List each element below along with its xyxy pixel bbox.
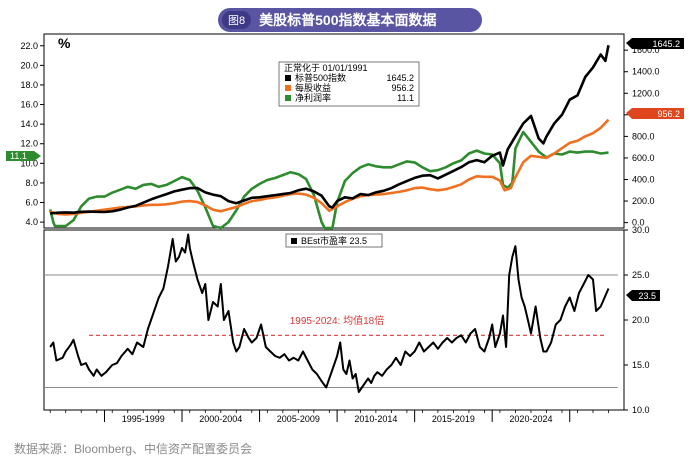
right-tick-label: 1200.0 — [632, 88, 660, 98]
left-tick-label: 6.0 — [25, 198, 38, 208]
legend-label-price: 标普500指数 — [295, 72, 346, 83]
left-tick-label: 16.0 — [20, 100, 38, 110]
right-tick-label: 200.0 — [632, 196, 655, 206]
right-tick-label: 0.0 — [632, 218, 645, 228]
x-category-label: 1995-1999 — [122, 414, 165, 424]
legend-label-eps: 每股收益 — [295, 82, 331, 93]
series-line-margin — [48, 130, 609, 230]
legend-label-pe: BEst市盈率 23.5 — [301, 235, 367, 246]
badge-eps: 956.2 — [626, 108, 684, 119]
badge-price-shape — [626, 38, 684, 49]
legend-value-price: 1645.2 — [386, 73, 414, 83]
legend-swatch-price — [285, 75, 291, 81]
top-series-group — [48, 45, 610, 230]
legend-swatch-eps — [285, 85, 291, 91]
top-panel: 4.0 6.0 8.0 10.0 12.0 14.0 16.0 18.0 20.0 22.0 0.… — [6, 33, 684, 230]
left-tick-label: 8.0 — [25, 178, 38, 188]
badge-price: 1645.2 — [626, 38, 684, 49]
x-category-label: 2005-2009 — [277, 414, 320, 424]
series-line-eps — [49, 118, 610, 216]
left-tick-label: 20.0 — [20, 60, 38, 70]
badge-price-value: 1645.2 — [652, 39, 680, 49]
legend-value-eps: 956.2 — [391, 83, 414, 93]
badge-pe-value: 23.5 — [638, 291, 656, 301]
legend-value-margin: 11.1 — [397, 93, 414, 103]
legend-header: 正常化于 01/01/1991 — [284, 62, 368, 73]
left-axis-unit: % — [58, 35, 71, 51]
figure-number-tag: 图8 — [222, 11, 252, 29]
right-tick-label: 600.0 — [632, 153, 655, 163]
legend-swatch-margin — [285, 95, 291, 101]
bottom-series-group — [49, 233, 610, 393]
top-left-axis: 4.0 6.0 8.0 10.0 12.0 14.0 16.0 18.0 20.0 22.0 — [20, 41, 44, 227]
top-right-axis: 0.0200.0400.0600.0800.01000.01200.01400.… — [624, 45, 660, 228]
series-line-price — [50, 45, 610, 215]
right-tick-label: 1600.0 — [632, 45, 660, 55]
top-legend-box — [278, 61, 420, 107]
x-axis: 1995-1999 2000-2004 2005-2009 2010-2014 2015… — [49, 410, 609, 424]
badge-eps-shape — [626, 108, 684, 119]
left-tick-label: 14.0 — [20, 119, 38, 129]
left-tick-label: 12.0 — [20, 139, 38, 149]
bottom-panel: 10.0 15.0 20.0 25.0 30.0 1995-1999 2000-2004 2… — [43, 225, 660, 424]
x-category-label: 2000-2004 — [199, 414, 242, 424]
x-category-label: 2010-2014 — [354, 414, 397, 424]
badge-eps-value: 956.2 — [657, 109, 680, 119]
right-tick-label: 800.0 — [632, 131, 655, 141]
figure-title: 美股标普500指数基本面数据 — [259, 12, 437, 28]
badge-margin: 11.1 — [6, 151, 41, 161]
figure-title-banner: 图8 美股标普500指数基本面数据 — [218, 8, 482, 32]
badge-pe: 23.5 — [626, 290, 660, 301]
pe-tick-label: 15.0 — [632, 360, 650, 370]
legend-label-margin: 净利润率 — [295, 92, 331, 103]
pe-tick-label: 25.0 — [632, 270, 650, 280]
reference-lines — [44, 274, 618, 388]
series-line-pe — [49, 233, 610, 393]
top-legend: 正常化于 01/01/1991 标普500指数 1645.2 每股收益 956.… — [278, 61, 420, 107]
badge-margin-shape — [6, 151, 41, 161]
legend-swatch-pe — [291, 238, 297, 244]
bottom-legend-box — [285, 233, 383, 248]
x-category-label: 2015-2019 — [432, 414, 475, 424]
bottom-right-axis: 10.0 15.0 20.0 25.0 30.0 — [624, 225, 650, 415]
badge-pe-shape — [626, 290, 660, 301]
right-tick-label: 400.0 — [632, 175, 655, 185]
x-category-label: 2020-2024 — [509, 414, 552, 424]
left-tick-label: 18.0 — [20, 80, 38, 90]
pe-tick-label: 20.0 — [632, 315, 650, 325]
pe-tick-label: 10.0 — [632, 405, 650, 415]
left-tick-label: 22.0 — [20, 41, 38, 51]
left-tick-label: 10.0 — [20, 158, 38, 168]
bottom-legend: BEst市盈率 23.5 — [285, 233, 383, 248]
source-note: 数据来源：Bloomberg、中信资产配置委员会 — [14, 442, 253, 456]
right-tick-label: 1400.0 — [632, 67, 660, 77]
pe-tick-label: 30.0 — [632, 225, 650, 235]
mean-line-label: 1995-2024: 均值18倍 — [290, 314, 385, 327]
top-plot-frame — [43, 33, 625, 229]
badge-margin-value: 11.1 — [10, 151, 27, 161]
left-tick-label: 4.0 — [25, 217, 38, 227]
